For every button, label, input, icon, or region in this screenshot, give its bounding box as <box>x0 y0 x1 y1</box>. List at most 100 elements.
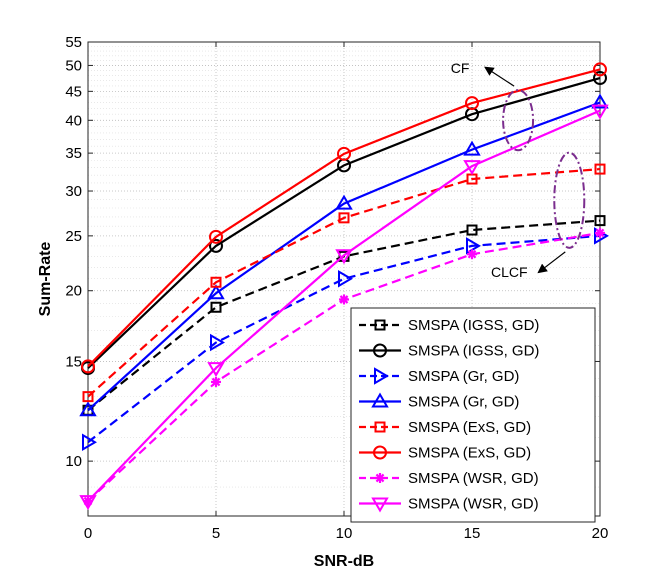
legend-item: SMSPA (ExS, GD) <box>359 445 531 462</box>
data-point <box>207 284 225 300</box>
data-point <box>210 276 222 288</box>
series-7 <box>79 104 609 511</box>
clcf-arrow <box>537 251 566 274</box>
data-point <box>338 212 350 224</box>
data-point <box>211 376 221 387</box>
series-4 <box>82 163 606 403</box>
asterisk-stroke <box>595 228 605 238</box>
legend-label: SMSPA (WSR, GD) <box>408 496 539 513</box>
series-line <box>87 68 601 368</box>
data-point <box>207 362 225 378</box>
data-point <box>594 163 606 175</box>
legend-item: SMSPA (Gr, GD) <box>359 367 519 385</box>
legend-item: SMSPA (IGSS, GD) <box>359 343 539 360</box>
data-point <box>594 215 606 227</box>
data-point <box>81 359 95 374</box>
data-point <box>210 301 222 313</box>
x-tick-label: 5 <box>212 525 220 542</box>
series-5 <box>81 62 607 374</box>
data-point <box>209 229 223 244</box>
legend-label: SMSPA (Gr, GD) <box>408 394 519 411</box>
data-point <box>79 495 97 511</box>
data-point <box>339 294 349 305</box>
data-point <box>465 96 479 111</box>
legend-item: SMSPA (Gr, GD) <box>359 392 519 411</box>
cf-ellipse <box>502 89 535 152</box>
y-axis-label: Sum-Rate <box>37 242 54 317</box>
legend-label: SMSPA (Gr, GD) <box>408 368 519 385</box>
data-point <box>210 333 225 352</box>
data-point <box>338 269 353 288</box>
x-tick-label: 15 <box>464 525 481 542</box>
legend-item: SMSPA (WSR, GD) <box>359 470 539 487</box>
series-line <box>87 167 601 398</box>
data-point <box>591 104 609 120</box>
data-point <box>593 62 607 77</box>
series-line <box>87 76 601 369</box>
y-tick-label: 10 <box>65 453 82 470</box>
x-axis-label: SNR-dB <box>314 553 374 570</box>
series-line <box>87 101 601 412</box>
y-tick-label: 40 <box>65 112 82 129</box>
y-tick-label: 45 <box>65 83 82 100</box>
asterisk-stroke <box>211 377 221 387</box>
x-tick-label: 10 <box>336 525 353 542</box>
y-tick-label: 20 <box>65 283 82 300</box>
series-layer <box>79 62 609 511</box>
series-line <box>87 109 601 502</box>
y-tick-label: 55 <box>65 34 82 51</box>
asterisk-stroke <box>339 295 349 304</box>
series-line <box>87 234 601 444</box>
legend-item: SMSPA (IGSS, GD) <box>359 317 539 334</box>
legend-item: SMSPA (WSR, GD) <box>359 496 539 513</box>
y-tick-label: 50 <box>65 57 82 74</box>
data-point <box>209 238 223 253</box>
legend-label: SMSPA (ExS, GD) <box>408 419 531 436</box>
asterisk-stroke <box>375 473 385 483</box>
annotations-layer: CF CLCF <box>451 60 586 280</box>
legend-marker <box>374 319 386 331</box>
series-3 <box>79 93 609 417</box>
y-tick-label: 30 <box>65 183 82 200</box>
legend-label: SMSPA (IGSS, GD) <box>408 343 539 360</box>
data-point <box>82 391 94 403</box>
legend-box <box>350 307 596 523</box>
y-tick-label: 35 <box>65 145 82 162</box>
clcf-ellipse <box>553 151 586 249</box>
data-point <box>591 93 609 109</box>
legend-label: SMSPA (IGSS, GD) <box>408 317 539 334</box>
series-6 <box>83 227 605 507</box>
legend-marker <box>371 497 389 513</box>
data-point <box>593 71 607 86</box>
legend-marker <box>373 343 387 358</box>
x-tick-label: 0 <box>84 525 92 542</box>
data-point <box>335 194 353 210</box>
legend-label: SMSPA (WSR, GD) <box>408 470 539 487</box>
legend: SMSPA (IGSS, GD) SMSPA (IGSS, GD) SMSPA (G… <box>350 307 596 523</box>
legend-item: SMSPA (ExS, GD) <box>359 419 531 436</box>
data-point <box>466 224 478 236</box>
cf-arrow <box>484 66 515 87</box>
x-tick-label: 20 <box>592 525 609 542</box>
legend-marker <box>374 421 386 433</box>
data-point <box>79 401 97 417</box>
data-point <box>335 249 353 265</box>
legend-label: SMSPA (ExS, GD) <box>408 445 531 462</box>
data-point <box>467 249 477 260</box>
y-tick-label: 25 <box>65 228 82 245</box>
cf-label: CF <box>451 60 470 76</box>
legend-marker <box>375 473 385 483</box>
data-point <box>337 146 351 161</box>
asterisk-stroke <box>467 249 477 259</box>
y-tick-label: 15 <box>65 353 82 370</box>
data-point <box>463 160 481 176</box>
axis-ticks: 10 15 20 25 30 35 40 45 50 55 0 5 10 15 20 <box>65 34 608 542</box>
legend-marker <box>374 367 389 385</box>
legend-marker <box>371 392 389 408</box>
legend-marker <box>373 445 387 460</box>
data-point <box>463 140 481 156</box>
clcf-label: CLCF <box>491 264 528 280</box>
data-point <box>82 433 97 451</box>
data-point <box>595 227 605 238</box>
